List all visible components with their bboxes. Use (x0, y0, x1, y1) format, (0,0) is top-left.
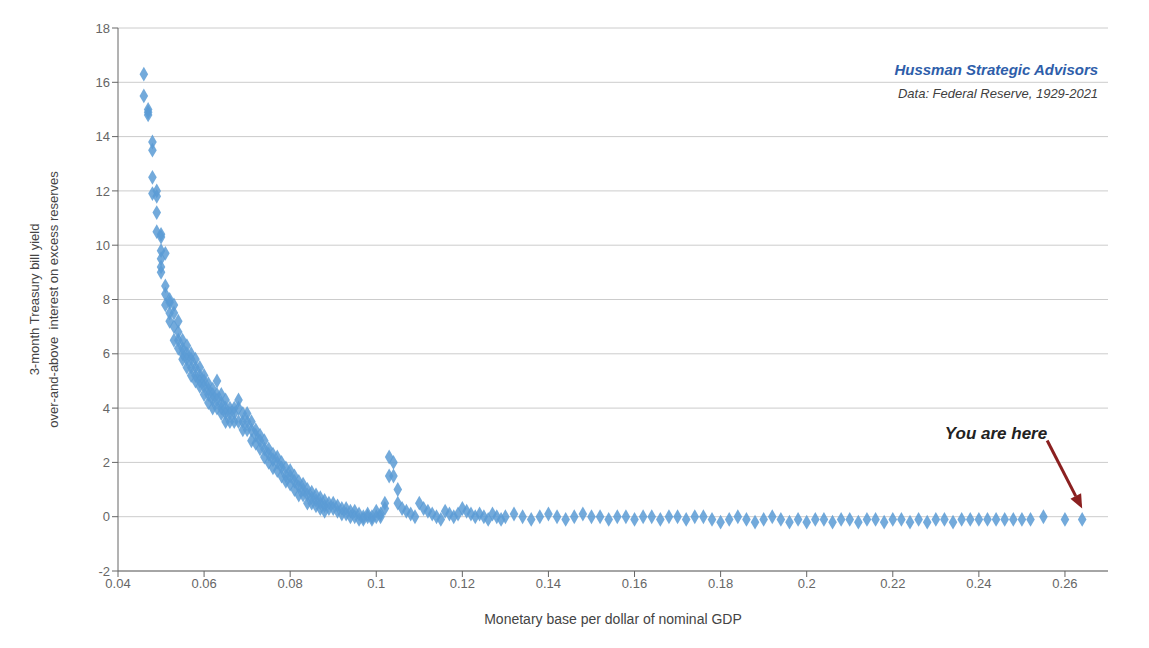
svg-text:8: 8 (103, 292, 110, 307)
svg-text:0.14: 0.14 (536, 576, 561, 591)
svg-text:0.2: 0.2 (798, 576, 816, 591)
svg-text:12: 12 (96, 184, 110, 199)
svg-text:Monetary base per dollar of no: Monetary base per dollar of nominal GDP (484, 611, 742, 627)
svg-text:You are here: You are here (945, 424, 1047, 443)
svg-text:0.26: 0.26 (1052, 576, 1077, 591)
svg-text:2: 2 (103, 455, 110, 470)
html-text:Hussman Strategic Advisors: Hussman Strategic Advisors (894, 60, 1099, 78)
svg-text:-2: -2 (98, 564, 110, 579)
svg-text:0.18: 0.18 (708, 576, 733, 591)
svg-text:10: 10 (96, 238, 110, 253)
svg-text:14: 14 (96, 129, 110, 144)
svg-text:0.12: 0.12 (450, 576, 475, 591)
svg-text:0: 0 (103, 509, 110, 524)
svg-text:0.04: 0.04 (105, 576, 131, 592)
svg-text:0.22: 0.22 (880, 576, 905, 591)
svg-text:0.1: 0.1 (367, 576, 385, 591)
svg-text:0.24: 0.24 (966, 576, 991, 591)
html-text:Data: Federal Reserve, 1929-20: Data: Federal Reserve, 1929-2021 (897, 85, 1099, 101)
svg-text:16: 16 (96, 75, 110, 90)
svg-text:0.16: 0.16 (622, 576, 647, 591)
svg-text:over-and-above interest on ex: over-and-above interest on excess reserv… (46, 171, 61, 428)
svg-text:18: 18 (96, 21, 110, 36)
svg-text:6: 6 (103, 346, 110, 361)
svg-text:3-month Treasury bill yield: 3-month Treasury bill yield (27, 224, 42, 376)
svg-text:0.08: 0.08 (278, 576, 303, 591)
svg-text:0.06: 0.06 (191, 576, 216, 591)
svg-text:4: 4 (103, 401, 110, 416)
